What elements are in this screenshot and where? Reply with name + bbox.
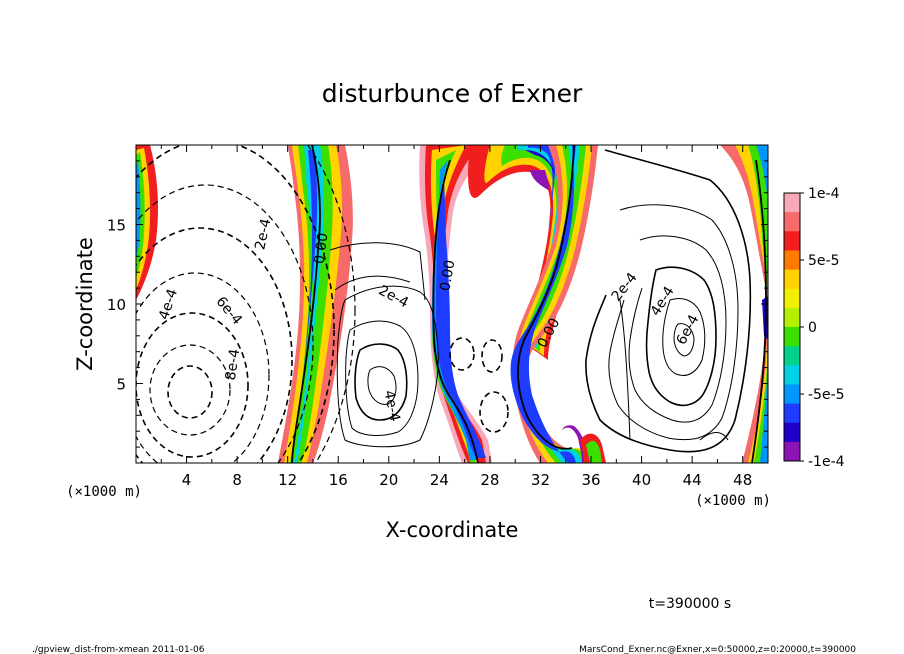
contour-label: 0.00 [311,232,331,265]
contour-label: 4e-4 [381,389,403,423]
time-label: t=390000 s [649,596,731,612]
colorbar-swatch [784,288,800,309]
dashed-contours [136,145,509,463]
colorbar-swatch [784,384,800,405]
y-axis-label: Z-coordinate [73,237,97,371]
colorbar-swatch [784,250,800,271]
x-tick-label: 32 [531,471,550,489]
x-tick-label: 4 [182,471,192,489]
colorbar-tick-label: 0 [808,320,817,336]
x-tick-label: 40 [632,471,651,489]
plot-area: 2e-44e-4 6e-48e-40.002e-44e-40.000.002e-4… [136,145,768,463]
colorbar-swatch [784,365,800,385]
y-axis: 5 10 15 [107,160,768,448]
contour-lines [136,145,767,463]
colorbar-swatch [784,212,800,232]
colorbar: 1e-4 5e-5 0 -5e-5 -1e-4 [783,186,845,470]
band-right-edge [720,145,768,463]
contour-label: 0.00 [437,259,458,292]
x-tick-label: 16 [329,471,348,489]
y-unit-label: (×1000 m) [66,484,142,500]
x-tick-label: 12 [278,471,297,489]
colorbar-swatch [784,403,800,424]
x-axis: 4 8 12 16 20 24 28 32 36 40 44 48 [160,145,752,489]
contour-label: 8e-4 [223,348,243,381]
positive-contours-mid [329,242,439,448]
x-tick-label: 8 [232,471,242,489]
x-tick-label: 48 [733,471,752,489]
colorbar-swatch [784,269,800,290]
colorbar-tick-label: -5e-5 [808,387,845,403]
x-tick-label: 28 [480,471,499,489]
x-tick-label: 24 [430,471,449,489]
chart-title: disturbunce of Exner [322,79,583,108]
x-tick-label: 44 [683,471,702,489]
colorbar-swatch [784,307,800,328]
footer-right: MarsCond_Exner.nc@Exner,x=0:50000,z=0:20… [579,645,856,654]
colorbar-swatch [784,441,800,462]
colorbar-swatch [784,327,800,347]
y-tick-label: 5 [116,376,126,394]
contour-label: 2e-4 [252,217,274,251]
colorbar-swatch [784,422,800,443]
x-tick-label: 20 [379,471,398,489]
colorbar-tick-label: 1e-4 [808,186,840,202]
colorbar-tick-label: 5e-5 [808,253,839,269]
footer-left: ./gpview_dist-from-xmean 2011-01-06 [32,645,205,654]
colorbar-swatch [784,193,800,213]
x-unit-label: (×1000 m) [695,493,771,509]
colorbar-tick-label: -1e-4 [808,454,845,470]
zero-contours [291,145,767,463]
y-tick-label: 15 [107,217,126,235]
x-tick-label: 36 [581,471,600,489]
positive-contours-right [585,149,752,453]
colorbar-swatch [784,231,800,251]
colorbar-swatch [784,346,800,366]
y-tick-label: 10 [107,296,126,314]
x-axis-label: X-coordinate [386,518,519,542]
